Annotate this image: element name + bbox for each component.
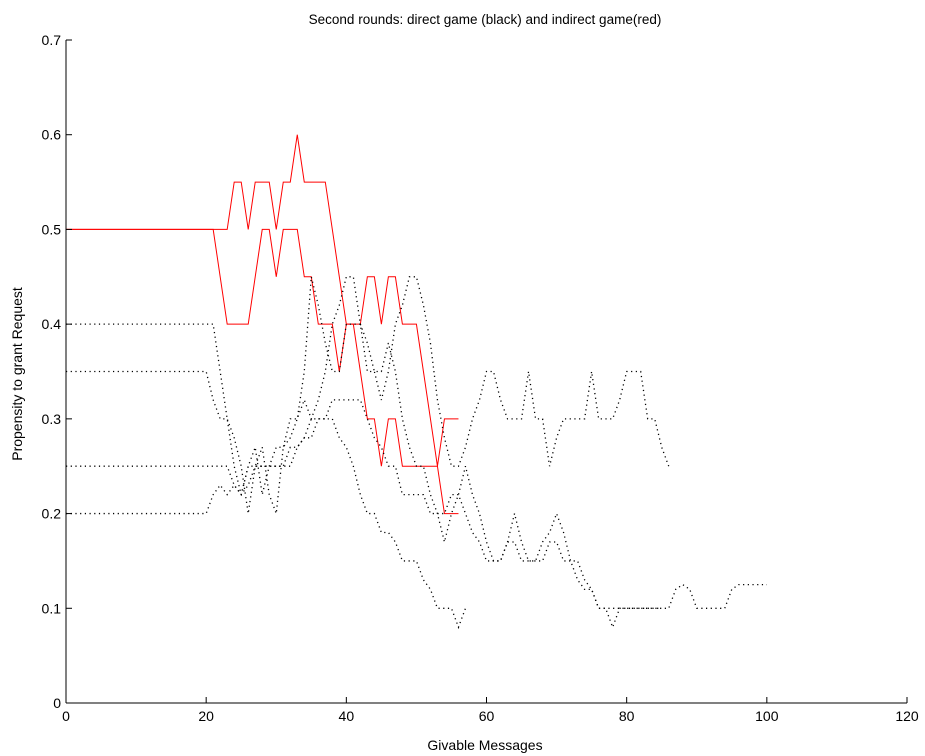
series-line-0 [66,134,459,467]
y-tick-label: 0.2 [42,506,62,522]
x-tick-label: 100 [755,708,779,724]
x-tick-label: 60 [479,708,495,724]
x-tick-label: 80 [619,708,635,724]
y-tick-label: 0.6 [42,127,62,143]
x-tick-label: 20 [198,708,214,724]
y-axis-label: Propensity to grant Request [9,287,25,461]
y-tick-label: 0 [53,695,61,711]
x-tick-label: 40 [339,708,355,724]
y-tick-label: 0.5 [42,221,62,237]
y-tick-label: 0.3 [42,411,62,427]
y-tick-label: 0.7 [42,32,62,48]
chart-title: Second rounds: direct game (black) and i… [309,12,662,27]
x-axis-label: Givable Messages [427,737,542,753]
x-tick-label: 120 [895,708,919,724]
x-tick-label: 0 [62,708,70,724]
series-layer [66,134,767,630]
y-tick-label: 0.4 [42,316,62,332]
y-tick-label: 0.1 [42,600,62,616]
series-line-2 [66,276,670,495]
axes-layer: 0 20 40 60 80 100 120 0 0.1 0.2 0.3 0.4 0.5 0.6 0.7 [42,32,919,724]
